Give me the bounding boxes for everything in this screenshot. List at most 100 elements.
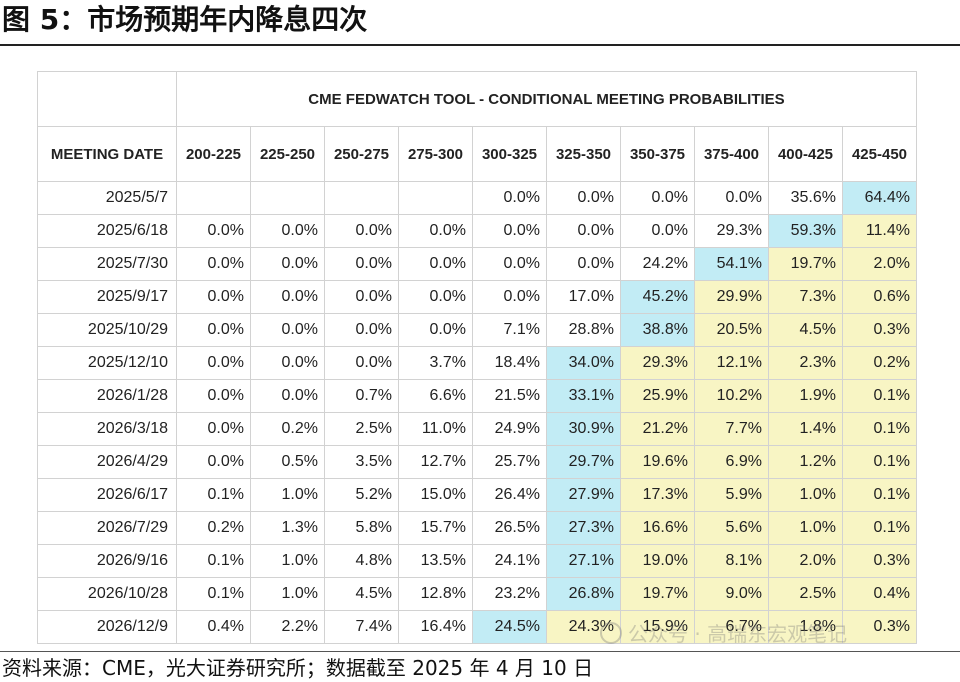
probability-cell: 15.7%	[398, 511, 473, 545]
probability-cell: 13.5%	[398, 544, 473, 578]
meeting-date-cell: 2026/10/28	[37, 577, 177, 611]
probability-cell: 4.5%	[768, 313, 843, 347]
probability-cell: 27.1%	[546, 544, 621, 578]
table-row: 2026/1/28 0.0% 0.0% 0.7% 6.6% 21.5% 33.1% 25.9%…	[37, 379, 917, 413]
table-banner: CME FEDWATCH TOOL - CONDITIONAL MEETING …	[176, 71, 917, 127]
rate-range-header: 325-350	[546, 126, 621, 182]
probability-cell: 7.7%	[694, 412, 769, 446]
meeting-date-cell: 2026/12/9	[37, 610, 177, 644]
probability-cell: 12.1%	[694, 346, 769, 380]
probability-cell: 11.0%	[398, 412, 473, 446]
probability-cell: 5.6%	[694, 511, 769, 545]
probability-cell: 0.0%	[324, 247, 399, 281]
meeting-date-cell: 2026/1/28	[37, 379, 177, 413]
probability-cell: 0.0%	[398, 214, 473, 248]
probability-cell: 29.7%	[546, 445, 621, 479]
rate-range-header: 425-450	[842, 126, 917, 182]
probability-cell: 0.3%	[842, 313, 917, 347]
probability-cell: 3.7%	[398, 346, 473, 380]
probability-cell: 4.5%	[324, 577, 399, 611]
probability-cell: 29.9%	[694, 280, 769, 314]
probability-cell: 0.4%	[842, 577, 917, 611]
wechat-icon	[600, 622, 622, 644]
probability-cell: 7.1%	[472, 313, 547, 347]
probability-cell: 29.3%	[694, 214, 769, 248]
probability-cell: 19.6%	[620, 445, 695, 479]
probability-cell: 0.1%	[842, 511, 917, 545]
table-corner	[37, 71, 177, 127]
title-divider	[0, 44, 960, 46]
probability-cell: 0.0%	[250, 313, 325, 347]
probability-cell: 10.2%	[694, 379, 769, 413]
footer-divider	[0, 651, 960, 652]
probability-cell: 19.0%	[620, 544, 695, 578]
probability-cell: 19.7%	[768, 247, 843, 281]
probability-cell: 0.3%	[842, 544, 917, 578]
rate-range-header: 400-425	[768, 126, 843, 182]
probability-cell: 23.2%	[472, 577, 547, 611]
probability-cell: 2.3%	[768, 346, 843, 380]
probability-cell: 1.0%	[250, 478, 325, 512]
probability-cell: 0.0%	[176, 280, 251, 314]
probability-cell: 5.8%	[324, 511, 399, 545]
probability-cell: 2.2%	[250, 610, 325, 644]
probability-cell: 0.0%	[546, 247, 621, 281]
probability-cell: 1.0%	[250, 577, 325, 611]
meeting-date-cell: 2025/12/10	[37, 346, 177, 380]
probability-cell: 26.5%	[472, 511, 547, 545]
probability-cell: 2.0%	[768, 544, 843, 578]
probability-cell: 19.7%	[620, 577, 695, 611]
probability-cell: 0.0%	[324, 214, 399, 248]
probability-cell: 33.1%	[546, 379, 621, 413]
probability-cell: 0.5%	[250, 445, 325, 479]
probability-cell: 15.9%	[620, 610, 695, 644]
probability-cell: 3.5%	[324, 445, 399, 479]
probability-cell: 17.0%	[546, 280, 621, 314]
figure-title: 图 5：市场预期年内降息四次	[2, 3, 368, 36]
probability-cell: 0.0%	[176, 247, 251, 281]
probability-cell: 0.0%	[324, 280, 399, 314]
probability-cell: 0.0%	[472, 181, 547, 215]
probability-cell: 5.9%	[694, 478, 769, 512]
probability-cell: 12.7%	[398, 445, 473, 479]
meeting-date-cell: 2026/4/29	[37, 445, 177, 479]
table-row: 2025/7/30 0.0% 0.0% 0.0% 0.0% 0.0% 0.0% 24.2% 54…	[37, 247, 917, 281]
probability-cell: 0.0%	[324, 346, 399, 380]
probability-cell: 38.8%	[620, 313, 695, 347]
probability-cell: 0.6%	[842, 280, 917, 314]
rate-range-header: 225-250	[250, 126, 325, 182]
probability-cell: 1.4%	[768, 412, 843, 446]
probability-cell: 0.2%	[176, 511, 251, 545]
probability-cell: 17.3%	[620, 478, 695, 512]
meeting-date-cell: 2025/10/29	[37, 313, 177, 347]
probability-cell: 0.0%	[324, 313, 399, 347]
probability-cell: 7.4%	[324, 610, 399, 644]
probability-cell: 1.9%	[768, 379, 843, 413]
probability-cell: 0.4%	[176, 610, 251, 644]
probability-cell: 0.0%	[620, 181, 695, 215]
meeting-date-cell: 2025/7/30	[37, 247, 177, 281]
probability-cell: 0.0%	[472, 247, 547, 281]
probability-cell: 20.5%	[694, 313, 769, 347]
meeting-date-cell: 2026/9/16	[37, 544, 177, 578]
probability-cell	[324, 181, 399, 215]
rate-range-header: 350-375	[620, 126, 695, 182]
table-row: 2026/10/28 0.1% 1.0% 4.5% 12.8% 23.2% 26.8% 19.…	[37, 577, 917, 611]
probability-cell: 0.1%	[176, 544, 251, 578]
probability-cell: 59.3%	[768, 214, 843, 248]
probability-cell	[398, 181, 473, 215]
probability-cell	[250, 181, 325, 215]
meeting-date-cell: 2025/6/18	[37, 214, 177, 248]
probability-cell: 15.0%	[398, 478, 473, 512]
table-row: 2025/12/10 0.0% 0.0% 0.0% 3.7% 18.4% 34.0% 29.3…	[37, 346, 917, 380]
meeting-date-cell: 2025/9/17	[37, 280, 177, 314]
table-row: 2025/6/18 0.0% 0.0% 0.0% 0.0% 0.0% 0.0% 0.0% 29.…	[37, 214, 917, 248]
table-row: 2025/5/7 0.0% 0.0% 0.0% 0.0% 35.6% 64.4%	[37, 181, 917, 215]
probability-cell: 24.5%	[472, 610, 547, 644]
probability-cell: 24.9%	[472, 412, 547, 446]
probability-cell: 7.3%	[768, 280, 843, 314]
source-note: 资料来源：CME，光大证券研究所；数据截至 2025 年 4 月 10 日	[2, 656, 594, 680]
probability-cell: 0.0%	[176, 445, 251, 479]
probability-cell: 21.5%	[472, 379, 547, 413]
probability-cell: 8.1%	[694, 544, 769, 578]
